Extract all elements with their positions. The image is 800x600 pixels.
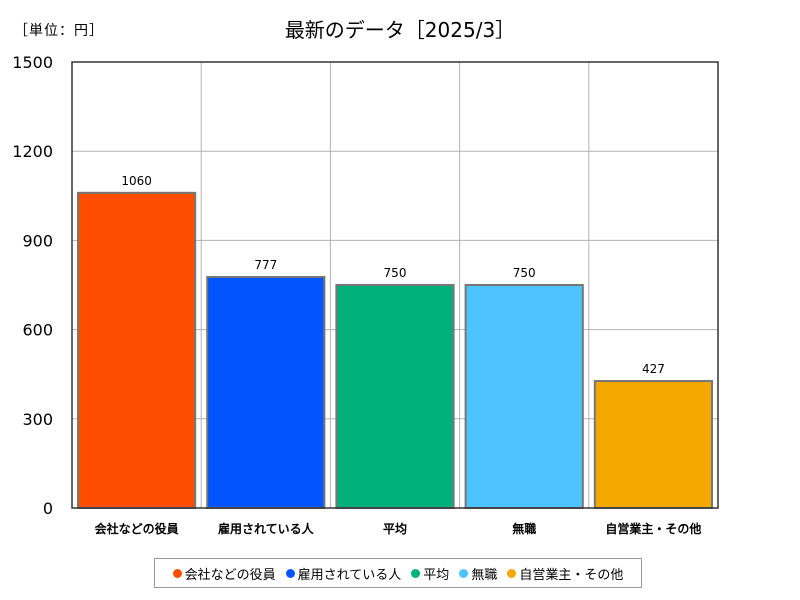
unit-label: ［単位：円］ bbox=[14, 23, 104, 39]
y-tick-label: 0 bbox=[43, 499, 53, 518]
chart-legend: 会社などの役員 雇用されている人 平均 無職 自営業主・その他 bbox=[154, 558, 642, 588]
bar bbox=[335, 284, 455, 509]
legend-item: 平均 bbox=[411, 564, 449, 583]
legend-marker bbox=[507, 568, 517, 578]
data-label: 777 bbox=[254, 258, 277, 272]
x-tick-label: 会社などの役員 bbox=[95, 521, 179, 536]
y-tick-label: 900 bbox=[22, 231, 53, 250]
y-tick-label: 1200 bbox=[12, 142, 53, 161]
data-label: 750 bbox=[513, 266, 536, 280]
x-tick-label: 無職 bbox=[512, 521, 536, 536]
bar bbox=[77, 191, 197, 509]
bar bbox=[464, 284, 584, 509]
legend-label: 自営業主・その他 bbox=[519, 567, 624, 583]
legend-marker bbox=[411, 568, 421, 578]
legend-marker bbox=[172, 568, 182, 578]
legend-item: 雇用されている人 bbox=[285, 564, 402, 583]
legend-label: 会社などの役員 bbox=[184, 567, 276, 583]
bar bbox=[206, 275, 326, 509]
legend-item: 無職 bbox=[459, 564, 497, 583]
legend-label: 平均 bbox=[423, 567, 450, 583]
legend-label: 無職 bbox=[471, 567, 498, 583]
plot-frame bbox=[71, 61, 719, 509]
legend-marker bbox=[285, 568, 295, 578]
legend-label: 雇用されている人 bbox=[297, 567, 402, 583]
data-label: 427 bbox=[642, 362, 665, 376]
y-tick-label: 300 bbox=[22, 410, 53, 429]
legend-item: 会社などの役員 bbox=[172, 564, 276, 583]
data-label: 1060 bbox=[121, 174, 152, 188]
data-label: 750 bbox=[384, 266, 407, 280]
bar bbox=[593, 380, 713, 509]
y-tick-label: 600 bbox=[22, 321, 53, 340]
chart-title: 最新のデータ［2025/3］ bbox=[284, 18, 516, 42]
x-tick-label: 雇用されている人 bbox=[218, 521, 315, 536]
y-tick-label: 1500 bbox=[12, 53, 53, 72]
legend-item: 自営業主・その他 bbox=[507, 564, 623, 583]
legend-marker bbox=[459, 568, 469, 578]
x-tick-label: 自営業主・その他 bbox=[605, 521, 701, 536]
x-tick-label: 平均 bbox=[383, 521, 407, 536]
